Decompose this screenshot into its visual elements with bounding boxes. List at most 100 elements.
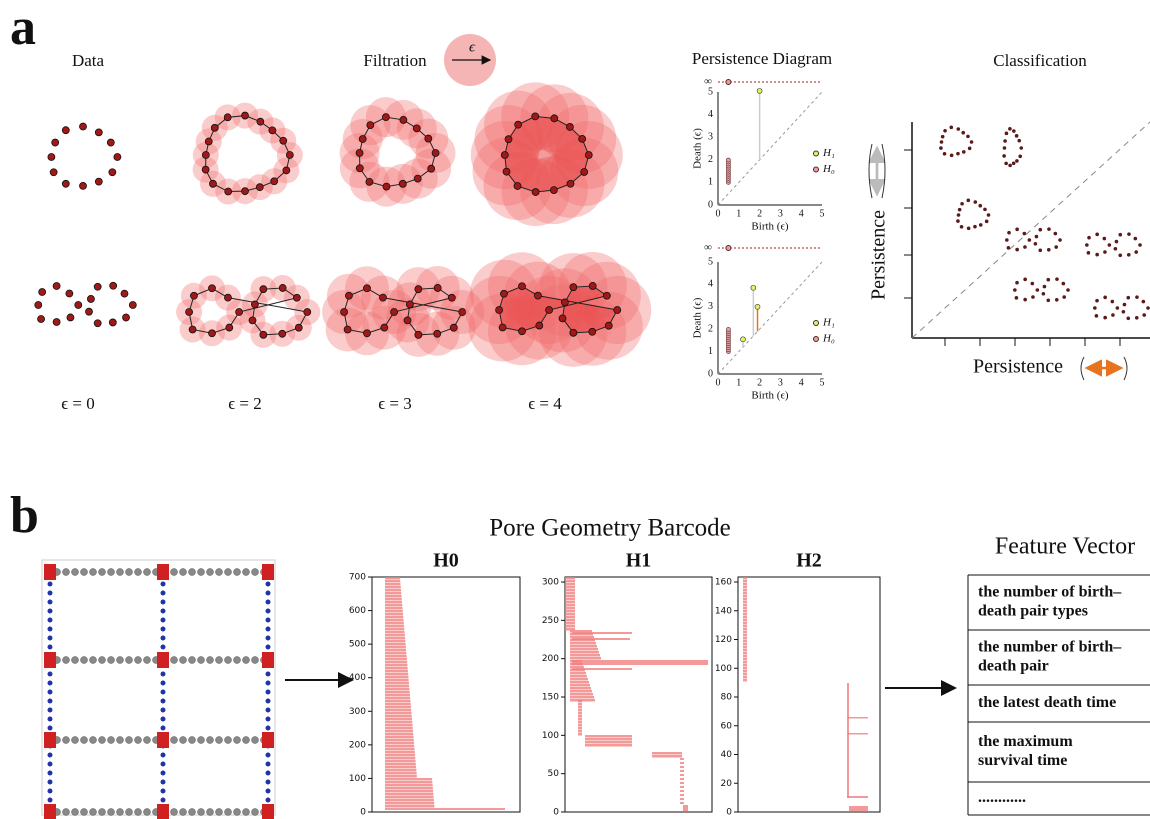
barcode-bar: [743, 583, 747, 586]
class-point: [1047, 248, 1051, 252]
data-point: [605, 322, 612, 329]
class-point: [1015, 281, 1019, 285]
class-point: [1015, 134, 1019, 138]
data-point: [110, 282, 117, 289]
data-point: [603, 292, 610, 299]
class-point: [1008, 127, 1012, 131]
barcode-bar: [565, 616, 575, 619]
atom: [44, 732, 56, 748]
axis-label: Death (ϵ): [692, 128, 704, 169]
barcode-bar: [385, 631, 405, 634]
structure-image: [42, 560, 275, 815]
barcode-bar: [743, 667, 747, 670]
class-point: [1013, 288, 1017, 292]
class-point: [978, 204, 982, 208]
atom: [207, 569, 214, 576]
atom: [48, 600, 53, 605]
atom: [234, 809, 241, 816]
barcode-bar: [743, 649, 747, 652]
class-point: [943, 129, 947, 133]
data-point: [280, 137, 287, 144]
atom: [266, 789, 271, 794]
data-point: [209, 330, 216, 337]
atom: [171, 737, 178, 744]
class-point: [1066, 288, 1070, 292]
data-point: [251, 301, 258, 308]
barcode-bar: [680, 766, 684, 768]
atom: [266, 717, 271, 722]
diagonal: [718, 262, 822, 374]
class-point: [1062, 295, 1066, 299]
data-point: [546, 307, 553, 314]
atom: [216, 737, 223, 744]
atom: [225, 737, 232, 744]
barcode-bar: [385, 619, 404, 622]
data-point: [186, 309, 193, 316]
atom: [90, 737, 97, 744]
data-point: [413, 125, 420, 132]
data-point: [295, 324, 302, 331]
barcode-bar: [385, 628, 404, 631]
data-point: [570, 284, 577, 291]
atom: [99, 737, 106, 744]
epsilon-label: ϵ = 4: [528, 394, 562, 413]
barcode-bar: [385, 682, 409, 685]
atom: [135, 809, 142, 816]
atom: [48, 798, 53, 803]
data-point: [189, 326, 196, 333]
class-point: [943, 152, 947, 156]
atom: [198, 657, 205, 664]
epsilon-label: ϵ = 3: [378, 394, 411, 413]
atom: [108, 737, 115, 744]
barcode-bar: [385, 694, 410, 697]
class-point: [1103, 237, 1107, 241]
atom: [126, 657, 133, 664]
barcode-bar: [385, 715, 412, 718]
barcode-bar: [385, 781, 432, 784]
y-tick-label: 4: [708, 279, 713, 290]
class-point: [970, 140, 974, 144]
atom: [90, 569, 97, 576]
atom: [157, 804, 169, 819]
atom: [48, 672, 53, 677]
data-point: [87, 295, 94, 302]
axis-label: Death (ϵ): [692, 297, 704, 338]
data-point: [503, 168, 510, 175]
plot-frame: [738, 577, 880, 812]
class-point: [1103, 296, 1107, 300]
barcode-bar: [385, 580, 400, 583]
atom: [161, 591, 166, 596]
barcode-bar: [385, 712, 411, 715]
atom: [72, 569, 79, 576]
column-title: Classification: [993, 51, 1087, 70]
atom: [216, 809, 223, 816]
barcode-bar: [385, 736, 414, 739]
atom: [161, 708, 166, 713]
class-point: [1042, 292, 1046, 296]
atom: [266, 681, 271, 686]
data-point: [550, 187, 557, 194]
atom: [161, 609, 166, 614]
barcode-bar: [572, 632, 632, 634]
atom: [266, 708, 271, 713]
x-tick-label: 1: [736, 377, 741, 388]
data-point: [428, 165, 435, 172]
barcode-bar: [570, 675, 587, 678]
y-tick-label: 100: [715, 664, 732, 674]
atom: [266, 762, 271, 767]
barcode-bar: [570, 645, 597, 648]
data-point: [534, 292, 541, 299]
data-point: [205, 138, 212, 145]
feature-text: survival time: [978, 752, 1067, 769]
atom: [48, 753, 53, 758]
barcode-bar: [385, 616, 403, 619]
atom: [81, 569, 88, 576]
barcode-bar: [565, 592, 575, 595]
epsilon-label: ϵ = 0: [61, 394, 94, 413]
barcode-bar: [743, 652, 747, 655]
data-point: [286, 152, 293, 159]
data-point: [242, 112, 249, 119]
h1-point: [740, 337, 745, 342]
atom: [252, 569, 259, 576]
axis-label: Persistence: [868, 210, 890, 300]
